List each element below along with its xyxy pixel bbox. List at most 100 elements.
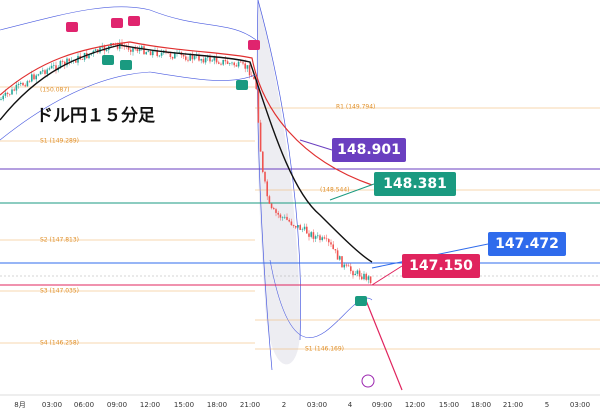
candle-body	[64, 61, 66, 66]
candle-body	[53, 65, 55, 66]
candle-body	[310, 232, 312, 237]
candle-body	[26, 81, 29, 87]
candle-body	[303, 226, 306, 230]
candle-body	[112, 43, 114, 45]
candle-body	[319, 235, 321, 241]
candle-body	[365, 273, 367, 280]
pivot-label: S4 (146.258)	[40, 340, 79, 347]
pivot-label: S2 (147.813)	[40, 237, 79, 244]
tag-connector	[329, 183, 375, 201]
candle-body	[222, 59, 224, 65]
candle-body	[229, 63, 231, 64]
candle-body	[286, 216, 288, 220]
candle-body	[88, 54, 90, 59]
candle-body	[352, 271, 354, 276]
price-tag	[332, 138, 406, 162]
x-label: 03:00	[570, 401, 590, 409]
candle-body	[105, 49, 108, 51]
candle-body	[262, 151, 264, 172]
candle-body	[169, 53, 172, 57]
candle-body	[308, 233, 310, 237]
candle-body	[61, 61, 64, 62]
candle-body	[361, 276, 363, 280]
chart-title: ドル円１５分足	[36, 106, 155, 126]
candle-body	[356, 270, 359, 274]
candle-body	[266, 181, 268, 197]
candle-body	[55, 65, 57, 71]
marker	[102, 55, 114, 65]
candle-body	[141, 46, 143, 50]
candle-body	[246, 65, 249, 69]
candle-body	[257, 88, 260, 123]
candle-body	[328, 239, 330, 243]
tag-connector	[371, 265, 403, 286]
candle-body	[50, 65, 53, 69]
candle-body	[35, 75, 37, 80]
candle-body	[255, 79, 257, 89]
candle-body	[218, 62, 220, 64]
candle-body	[240, 61, 242, 63]
candle-body	[200, 59, 202, 61]
price-tag	[374, 172, 456, 196]
candle-body	[242, 62, 244, 64]
candle-body	[13, 89, 15, 91]
candle-body	[363, 273, 365, 280]
candle-body	[270, 203, 273, 209]
x-label: 2	[282, 401, 286, 409]
x-label: 09:00	[372, 401, 392, 409]
candle-body	[233, 62, 235, 66]
candle-body	[224, 59, 227, 62]
candle-body	[119, 42, 121, 49]
x-label: 12:00	[405, 401, 425, 409]
x-label: 5	[545, 401, 549, 409]
candle-body	[314, 236, 317, 239]
candle-body	[284, 216, 286, 218]
candle-body	[354, 273, 356, 276]
candle-body	[127, 46, 130, 50]
x-label: 12:00	[140, 401, 160, 409]
candle-body	[330, 242, 332, 245]
candle-body	[46, 69, 48, 74]
candle-body	[147, 51, 150, 53]
x-label: 03:00	[307, 401, 327, 409]
candle-body	[317, 235, 319, 237]
candle-body	[17, 83, 20, 85]
price-tag-text: 147.472	[495, 236, 559, 252]
candle-body	[332, 244, 334, 250]
candle-body	[301, 229, 304, 230]
candle-body	[295, 225, 297, 228]
candle-body	[325, 238, 328, 240]
candle-body	[226, 61, 229, 64]
candle-body	[290, 221, 293, 226]
price-tag-text: 148.901	[337, 142, 401, 158]
candle-body	[259, 122, 262, 152]
band-upper	[257, 0, 301, 341]
candle-body	[42, 70, 44, 72]
candle-body	[321, 237, 323, 241]
price-tag-text: 148.381	[383, 176, 447, 192]
candle-body	[253, 76, 255, 80]
x-label: 21:00	[240, 401, 260, 409]
candle-body	[160, 52, 163, 56]
candle-body	[235, 65, 238, 67]
moving-average	[0, 44, 373, 263]
candle-body	[275, 209, 277, 213]
candle-body	[220, 63, 222, 65]
band-upper-left	[0, 6, 257, 41]
candle-body	[237, 61, 240, 67]
candle-body	[347, 265, 350, 267]
candle-body	[15, 84, 18, 91]
candle-body	[341, 256, 343, 268]
candle-body	[37, 74, 40, 76]
candle-body	[182, 55, 185, 57]
candle-body	[268, 196, 271, 204]
candle-body	[6, 92, 9, 94]
x-label: 15:00	[174, 401, 194, 409]
candle-body	[152, 50, 154, 56]
x-label: 18:00	[207, 401, 227, 409]
candle-body	[39, 71, 42, 75]
candle-body	[66, 58, 68, 66]
x-labels: 8月 03:00 06:00 09:00 12:00 15:00 18:00 21:00 2 03…	[14, 401, 590, 409]
